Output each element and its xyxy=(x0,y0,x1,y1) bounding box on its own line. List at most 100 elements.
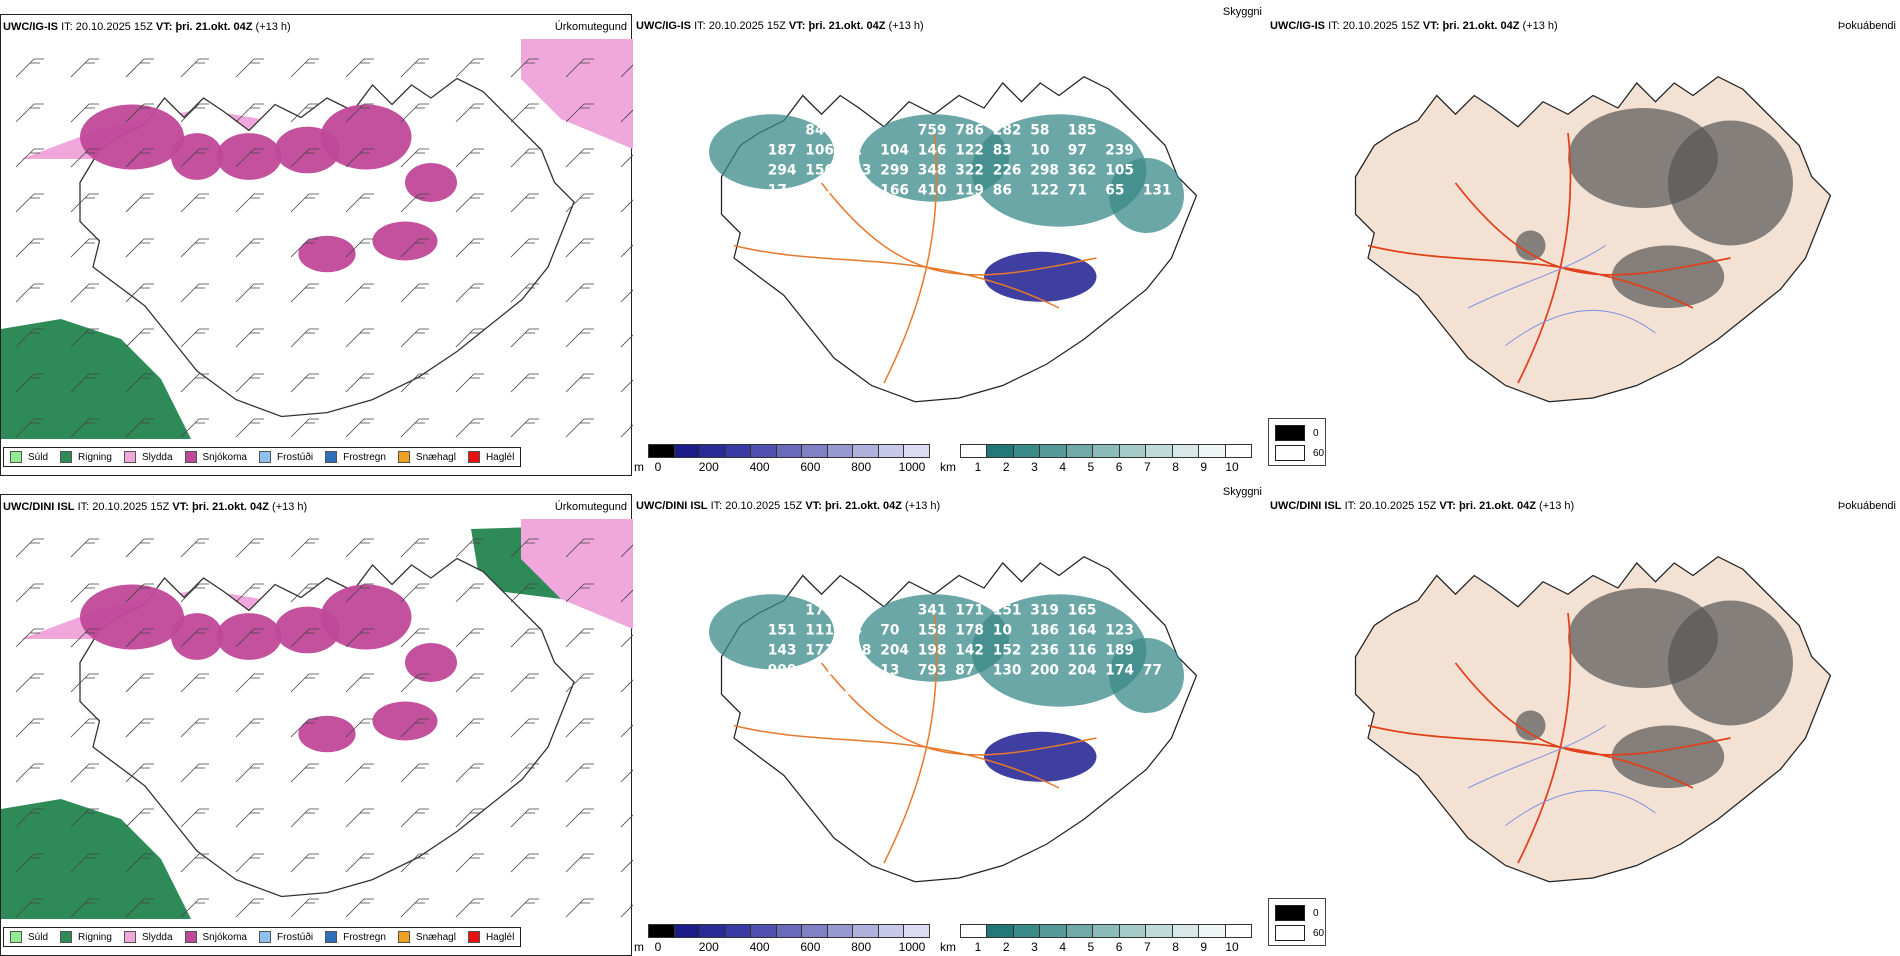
colorbar-cell xyxy=(1013,925,1041,937)
lead-time: (+13 h) xyxy=(1522,20,1558,32)
visibility-value: 197 xyxy=(805,682,834,698)
colorbar-m-ticks: 0 200 400 600 800 1000 xyxy=(655,460,926,474)
visibility-value: 70 xyxy=(880,622,899,638)
visibility-value: 186 xyxy=(1030,622,1059,638)
map-fog[interactable] xyxy=(1268,38,1900,438)
map-precip[interactable] xyxy=(1,39,633,439)
legend-label: Haglél xyxy=(485,451,515,463)
fog-legend-label: 60 xyxy=(1313,927,1325,939)
wind-barb xyxy=(400,628,429,648)
visibility-value: 221 xyxy=(805,662,834,678)
wind-barb xyxy=(345,583,374,603)
visibility-value: 455 xyxy=(1068,582,1097,598)
wind-barb xyxy=(455,898,484,918)
legend-swatch xyxy=(467,451,480,463)
colorbar-cell xyxy=(853,925,879,937)
map-vis[interactable]: 941 119 188 841 759 786 282 58 185 187 106 91 104 146… xyxy=(634,38,1266,438)
tick-label: 10 xyxy=(1225,940,1239,954)
unit-m: m xyxy=(634,460,644,474)
visibility-value: 118 xyxy=(843,182,872,198)
it-label: IT: xyxy=(694,20,706,32)
visibility-value: 71 xyxy=(1068,182,1087,198)
colorbar-km xyxy=(960,924,1252,938)
legend-label: Frostúði xyxy=(276,931,314,943)
visibility-value: 65 xyxy=(1105,182,1124,198)
vt-label: VT: xyxy=(1439,500,1456,512)
wind-barb xyxy=(125,148,154,168)
wind-barb xyxy=(125,238,154,258)
legend-item: Snjókoma xyxy=(184,451,247,463)
it-label: IT: xyxy=(1344,500,1357,512)
visibility-value: 156 xyxy=(805,162,834,178)
colorbar-cell xyxy=(1146,925,1173,937)
wind-barb xyxy=(180,418,209,438)
wind-barb xyxy=(620,154,633,168)
visibility-value: 990 xyxy=(768,662,797,678)
tick-label: 2 xyxy=(1002,460,1010,474)
wind-barb xyxy=(290,328,319,348)
wind-barb xyxy=(345,763,374,783)
legend-label: Frostregn xyxy=(343,931,386,943)
wind-barb xyxy=(70,238,99,258)
lead-time: (+13 h) xyxy=(255,21,291,33)
wind-barb xyxy=(70,808,99,828)
it-value: 20.10.2025 15Z xyxy=(1342,20,1420,32)
visibility-value: 151 xyxy=(993,602,1022,618)
visibility-value: 781 xyxy=(1030,582,1059,598)
legend-label: Snjókoma xyxy=(202,451,247,463)
visibility-value: 282 xyxy=(993,122,1022,138)
wind-barb xyxy=(125,628,154,648)
snow-area xyxy=(298,235,356,273)
fog-index-area xyxy=(1668,120,1793,246)
vt-value: þri. 21.okt. 04Z xyxy=(191,501,269,513)
wind-barb xyxy=(180,103,209,123)
wind-barb xyxy=(290,103,319,123)
wind-barb xyxy=(620,679,633,693)
wind-barb xyxy=(345,853,374,873)
wind-barb xyxy=(180,58,209,78)
map-precip[interactable] xyxy=(1,519,633,919)
visibility-value: 841 xyxy=(805,122,834,138)
vt-value: þri. 21.okt. 04Z xyxy=(1458,500,1536,512)
wind-barb xyxy=(620,289,633,303)
wind-barb xyxy=(620,904,633,918)
map-fog[interactable] xyxy=(1268,518,1900,918)
wind-barb xyxy=(345,283,374,303)
wind-barb xyxy=(345,628,374,648)
tick-label: 600 xyxy=(800,940,821,954)
wind-barb xyxy=(620,544,633,558)
wind-barb xyxy=(180,673,209,693)
wind-barb xyxy=(290,583,319,603)
wind-barb xyxy=(290,373,319,393)
wind-barb xyxy=(180,583,209,603)
wind-barb xyxy=(235,103,264,123)
tick-label: 3 xyxy=(1031,460,1038,474)
visibility-value: 353 xyxy=(843,162,872,178)
wind-barb xyxy=(15,853,44,873)
fog-legend-label: 0 xyxy=(1313,907,1319,919)
it-label: IT: xyxy=(1328,20,1340,32)
visibility-value: 151 xyxy=(768,622,797,638)
fog-index-legend: 0 60 xyxy=(1268,418,1326,466)
visibility-value: 793 xyxy=(918,662,947,678)
colorbar-cell xyxy=(1040,925,1067,937)
wind-barb xyxy=(70,718,99,738)
wind-barb xyxy=(565,283,594,303)
legend-label: Súld xyxy=(28,451,49,463)
tick-label: 4 xyxy=(1059,940,1066,954)
colorbar-cell xyxy=(649,925,675,937)
sleet-area xyxy=(521,39,633,149)
legend-swatch xyxy=(123,931,136,943)
tick-label: 8 xyxy=(1172,940,1179,954)
wind-barb xyxy=(510,898,539,918)
wind-barb xyxy=(125,853,154,873)
map-vis[interactable]: 130 781 455 179 341 171 151 319 165 151 111 24 70 158… xyxy=(634,518,1266,918)
snow-area xyxy=(171,133,223,180)
wind-barb xyxy=(510,418,539,438)
road-network xyxy=(1367,132,1731,384)
wind-barb xyxy=(565,103,594,123)
fog-index-area xyxy=(1611,245,1725,308)
visibility-value: 158 xyxy=(918,622,947,638)
wind-barb xyxy=(15,328,44,348)
fog-swatch xyxy=(1275,905,1305,921)
